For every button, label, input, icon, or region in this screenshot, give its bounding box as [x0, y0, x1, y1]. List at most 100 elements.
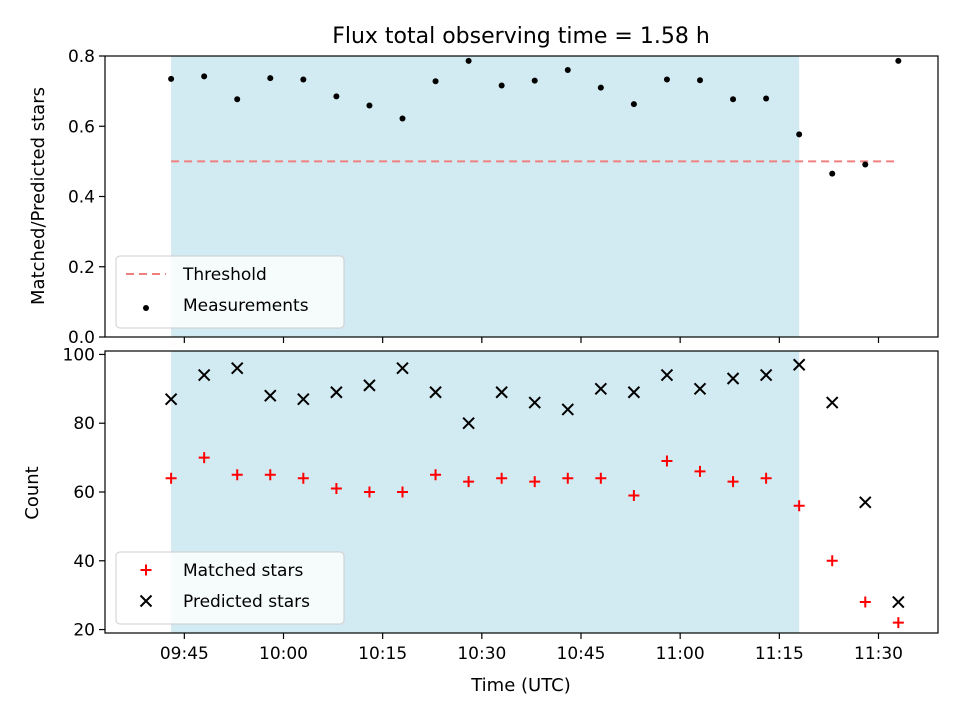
legend-box: [115, 551, 345, 625]
data-point: [826, 396, 839, 409]
data-point: [528, 396, 541, 409]
y-tick-label: 0.0: [68, 328, 95, 348]
y-tick-label: 0.6: [68, 117, 95, 137]
data-point: [859, 496, 872, 509]
data-point: [496, 472, 508, 484]
data-point: [267, 75, 274, 82]
data-point: [694, 465, 706, 477]
legend-swatch: [139, 594, 153, 608]
data-point: [595, 472, 607, 484]
x-tick-label: 09:45: [160, 644, 209, 664]
data-point: [529, 476, 541, 488]
data-point: [531, 77, 538, 84]
data-point: [796, 131, 803, 138]
data-point: [363, 379, 376, 392]
data-point: [628, 489, 640, 501]
legend-label: Threshold: [182, 265, 267, 285]
legend-label: Measurements: [183, 296, 309, 316]
legend-swatch: [140, 564, 152, 576]
data-point: [300, 76, 307, 83]
chart-title: Flux total observing time = 1.58 h: [332, 24, 710, 49]
data-point: [730, 96, 737, 103]
y-tick-label: 60: [73, 483, 95, 503]
data-point: [498, 82, 505, 89]
data-point: [231, 469, 243, 481]
data-point: [663, 76, 670, 83]
x-tick-label: 11:15: [755, 644, 804, 664]
data-point: [201, 73, 208, 80]
data-point: [726, 372, 740, 385]
data-point: [763, 95, 770, 102]
data-point: [661, 455, 673, 467]
data-point: [164, 392, 178, 406]
data-point: [297, 392, 310, 406]
data-point: [829, 170, 836, 177]
x-tick-label: 10:15: [358, 644, 407, 664]
y-tick-label: 40: [73, 552, 95, 572]
data-point: [627, 386, 641, 399]
data-point: [234, 96, 241, 103]
data-point: [165, 472, 177, 484]
bottom-series-matched-stars: [165, 452, 904, 629]
x-tick-label: 11:00: [656, 644, 705, 664]
data-point: [363, 486, 375, 498]
data-point: [465, 57, 472, 64]
data-point: [197, 368, 211, 382]
data-point: [297, 472, 309, 484]
data-point: [727, 476, 739, 488]
data-point: [760, 472, 772, 484]
x-tick-label: 10:45: [557, 644, 606, 664]
data-point: [396, 361, 409, 375]
data-point: [793, 500, 805, 512]
legend-swatch: [143, 305, 149, 311]
x-tick-label: 10:30: [457, 644, 506, 664]
y-tick-label: 0.8: [68, 47, 95, 67]
y-tick-label: 100: [63, 345, 95, 365]
top-legend: Threshold Measurements: [115, 255, 345, 329]
data-point: [463, 476, 475, 488]
data-point: [495, 386, 508, 399]
data-point: [231, 361, 244, 375]
data-point: [892, 595, 905, 609]
data-point: [660, 368, 674, 382]
data-point: [264, 389, 277, 402]
data-point: [168, 75, 175, 82]
bottom-panel: 20 40 60 80 100 09:45 10:00 10:15 10:30 10:45 11:0…: [63, 345, 939, 664]
data-point: [792, 358, 806, 371]
data-point: [429, 386, 442, 399]
x-tick-label: 11:30: [854, 644, 903, 664]
top-y-axis-label: Matched/Predicted stars: [28, 87, 49, 305]
y-tick-label: 20: [73, 621, 95, 641]
data-point: [330, 386, 343, 399]
x-axis-label: Time (UTC): [470, 675, 571, 696]
top-series-measurements: [168, 57, 902, 177]
data-point: [895, 57, 902, 64]
data-point: [862, 161, 869, 168]
data-point: [366, 102, 373, 109]
data-point: [594, 382, 608, 396]
data-point: [597, 84, 604, 91]
data-point: [333, 93, 340, 100]
x-tick-label: 10:00: [259, 644, 308, 664]
y-tick-label: 0.2: [68, 258, 95, 278]
legend-label: Matched stars: [183, 561, 303, 581]
bottom-y-axis-label: Count: [22, 466, 43, 519]
data-point: [462, 417, 475, 430]
data-point: [693, 382, 707, 396]
data-point: [859, 596, 871, 608]
data-point: [399, 115, 406, 122]
data-point: [697, 77, 703, 84]
data-point: [264, 469, 276, 481]
y-tick-label: 80: [73, 414, 95, 434]
data-point: [198, 452, 210, 464]
data-point: [432, 78, 439, 85]
data-point: [561, 403, 574, 416]
data-point: [430, 469, 442, 481]
bottom-legend: Matched stars Predicted stars: [115, 551, 345, 625]
data-point: [826, 555, 838, 567]
data-point: [562, 472, 574, 484]
data-point: [330, 483, 342, 495]
data-point: [759, 368, 773, 382]
